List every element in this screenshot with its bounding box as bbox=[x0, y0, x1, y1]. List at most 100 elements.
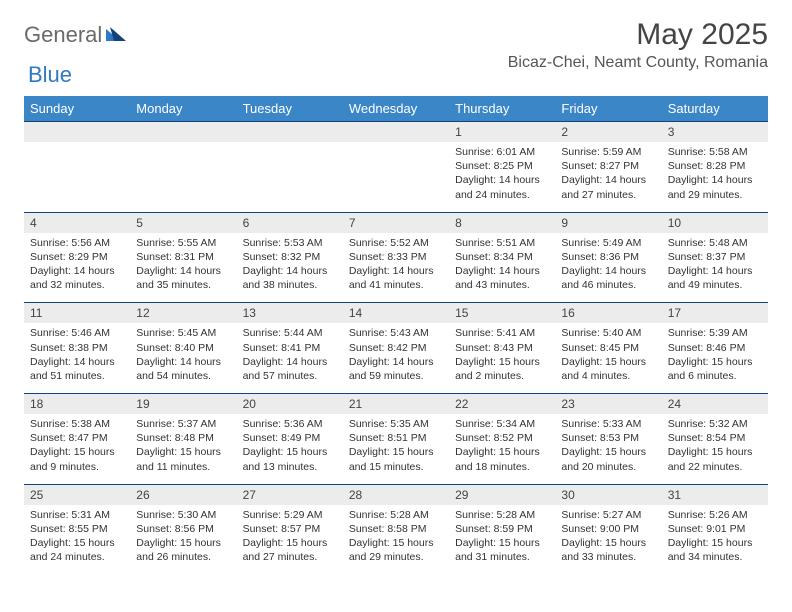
day-d1: Daylight: 15 hours bbox=[136, 445, 230, 459]
day-cell: Sunrise: 5:52 AMSunset: 8:33 PMDaylight:… bbox=[343, 233, 449, 303]
day-sunrise: Sunrise: 5:33 AM bbox=[561, 417, 655, 431]
day-cell: Sunrise: 5:30 AMSunset: 8:56 PMDaylight:… bbox=[130, 505, 236, 575]
day-cell: Sunrise: 5:51 AMSunset: 8:34 PMDaylight:… bbox=[449, 233, 555, 303]
day-d2: and 31 minutes. bbox=[455, 550, 549, 564]
day-cell: Sunrise: 5:49 AMSunset: 8:36 PMDaylight:… bbox=[555, 233, 661, 303]
day-d1: Daylight: 15 hours bbox=[561, 355, 655, 369]
day-data-row: Sunrise: 5:38 AMSunset: 8:47 PMDaylight:… bbox=[24, 414, 768, 484]
dow-tuesday: Tuesday bbox=[237, 96, 343, 122]
day-d1: Daylight: 15 hours bbox=[136, 536, 230, 550]
day-sunrise: Sunrise: 5:40 AM bbox=[561, 326, 655, 340]
day-sunrise: Sunrise: 5:26 AM bbox=[668, 508, 762, 522]
day-d1: Daylight: 15 hours bbox=[668, 355, 762, 369]
day-sunset: Sunset: 8:58 PM bbox=[349, 522, 443, 536]
day-sunrise: Sunrise: 5:41 AM bbox=[455, 326, 549, 340]
day-d1: Daylight: 15 hours bbox=[243, 445, 337, 459]
day-sunset: Sunset: 8:41 PM bbox=[243, 341, 337, 355]
day-sunrise: Sunrise: 5:45 AM bbox=[136, 326, 230, 340]
day-number bbox=[237, 122, 343, 143]
day-sunset: Sunset: 8:53 PM bbox=[561, 431, 655, 445]
day-number: 16 bbox=[555, 303, 661, 324]
day-d2: and 34 minutes. bbox=[668, 550, 762, 564]
day-d1: Daylight: 14 hours bbox=[349, 355, 443, 369]
day-sunset: Sunset: 9:01 PM bbox=[668, 522, 762, 536]
day-d1: Daylight: 15 hours bbox=[30, 536, 124, 550]
day-cell: Sunrise: 5:31 AMSunset: 8:55 PMDaylight:… bbox=[24, 505, 130, 575]
day-cell bbox=[130, 142, 236, 212]
day-number: 29 bbox=[449, 484, 555, 505]
day-cell bbox=[343, 142, 449, 212]
day-sunset: Sunset: 8:40 PM bbox=[136, 341, 230, 355]
day-number bbox=[24, 122, 130, 143]
day-cell: Sunrise: 5:53 AMSunset: 8:32 PMDaylight:… bbox=[237, 233, 343, 303]
day-sunset: Sunset: 8:42 PM bbox=[349, 341, 443, 355]
day-cell: Sunrise: 5:41 AMSunset: 8:43 PMDaylight:… bbox=[449, 323, 555, 393]
day-d2: and 6 minutes. bbox=[668, 369, 762, 383]
day-d2: and 43 minutes. bbox=[455, 278, 549, 292]
day-number: 3 bbox=[662, 122, 768, 143]
day-sunrise: Sunrise: 5:43 AM bbox=[349, 326, 443, 340]
day-number: 5 bbox=[130, 212, 236, 233]
dow-saturday: Saturday bbox=[662, 96, 768, 122]
day-number bbox=[130, 122, 236, 143]
logo-text-blue: Blue bbox=[28, 62, 72, 88]
day-number: 19 bbox=[130, 394, 236, 415]
day-d1: Daylight: 14 hours bbox=[349, 264, 443, 278]
day-sunrise: Sunrise: 5:28 AM bbox=[455, 508, 549, 522]
triangle-icon bbox=[106, 25, 128, 46]
day-sunset: Sunset: 8:47 PM bbox=[30, 431, 124, 445]
day-sunrise: Sunrise: 5:31 AM bbox=[30, 508, 124, 522]
day-d1: Daylight: 15 hours bbox=[455, 536, 549, 550]
day-sunset: Sunset: 8:56 PM bbox=[136, 522, 230, 536]
day-sunset: Sunset: 8:29 PM bbox=[30, 250, 124, 264]
day-d1: Daylight: 14 hours bbox=[243, 264, 337, 278]
day-cell: Sunrise: 5:40 AMSunset: 8:45 PMDaylight:… bbox=[555, 323, 661, 393]
day-number: 9 bbox=[555, 212, 661, 233]
day-d2: and 24 minutes. bbox=[30, 550, 124, 564]
day-number: 31 bbox=[662, 484, 768, 505]
day-number: 15 bbox=[449, 303, 555, 324]
dow-wednesday: Wednesday bbox=[343, 96, 449, 122]
day-sunset: Sunset: 8:43 PM bbox=[455, 341, 549, 355]
day-sunrise: Sunrise: 5:44 AM bbox=[243, 326, 337, 340]
day-number: 18 bbox=[24, 394, 130, 415]
day-number: 8 bbox=[449, 212, 555, 233]
day-number: 14 bbox=[343, 303, 449, 324]
day-sunset: Sunset: 8:57 PM bbox=[243, 522, 337, 536]
dow-sunday: Sunday bbox=[24, 96, 130, 122]
day-number: 22 bbox=[449, 394, 555, 415]
day-cell: Sunrise: 5:56 AMSunset: 8:29 PMDaylight:… bbox=[24, 233, 130, 303]
day-cell: Sunrise: 5:37 AMSunset: 8:48 PMDaylight:… bbox=[130, 414, 236, 484]
day-data-row: Sunrise: 5:31 AMSunset: 8:55 PMDaylight:… bbox=[24, 505, 768, 575]
day-d2: and 46 minutes. bbox=[561, 278, 655, 292]
day-number: 26 bbox=[130, 484, 236, 505]
day-cell: Sunrise: 5:28 AMSunset: 8:58 PMDaylight:… bbox=[343, 505, 449, 575]
day-d2: and 26 minutes. bbox=[136, 550, 230, 564]
day-data-row: Sunrise: 5:56 AMSunset: 8:29 PMDaylight:… bbox=[24, 233, 768, 303]
day-sunrise: Sunrise: 5:39 AM bbox=[668, 326, 762, 340]
day-sunset: Sunset: 8:49 PM bbox=[243, 431, 337, 445]
day-cell: Sunrise: 5:39 AMSunset: 8:46 PMDaylight:… bbox=[662, 323, 768, 393]
day-d2: and 49 minutes. bbox=[668, 278, 762, 292]
day-sunset: Sunset: 8:45 PM bbox=[561, 341, 655, 355]
day-d1: Daylight: 15 hours bbox=[455, 445, 549, 459]
day-number: 1 bbox=[449, 122, 555, 143]
day-d2: and 27 minutes. bbox=[561, 188, 655, 202]
day-sunset: Sunset: 8:32 PM bbox=[243, 250, 337, 264]
day-d2: and 51 minutes. bbox=[30, 369, 124, 383]
day-sunrise: Sunrise: 5:55 AM bbox=[136, 236, 230, 250]
day-d2: and 29 minutes. bbox=[349, 550, 443, 564]
day-d2: and 18 minutes. bbox=[455, 460, 549, 474]
day-d2: and 13 minutes. bbox=[243, 460, 337, 474]
day-d2: and 33 minutes. bbox=[561, 550, 655, 564]
day-d1: Daylight: 14 hours bbox=[668, 264, 762, 278]
day-sunrise: Sunrise: 5:49 AM bbox=[561, 236, 655, 250]
day-d2: and 20 minutes. bbox=[561, 460, 655, 474]
day-d1: Daylight: 14 hours bbox=[561, 173, 655, 187]
day-sunrise: Sunrise: 5:53 AM bbox=[243, 236, 337, 250]
day-number-row: 45678910 bbox=[24, 212, 768, 233]
day-number: 25 bbox=[24, 484, 130, 505]
day-cell: Sunrise: 5:26 AMSunset: 9:01 PMDaylight:… bbox=[662, 505, 768, 575]
day-d2: and 9 minutes. bbox=[30, 460, 124, 474]
day-d2: and 11 minutes. bbox=[136, 460, 230, 474]
